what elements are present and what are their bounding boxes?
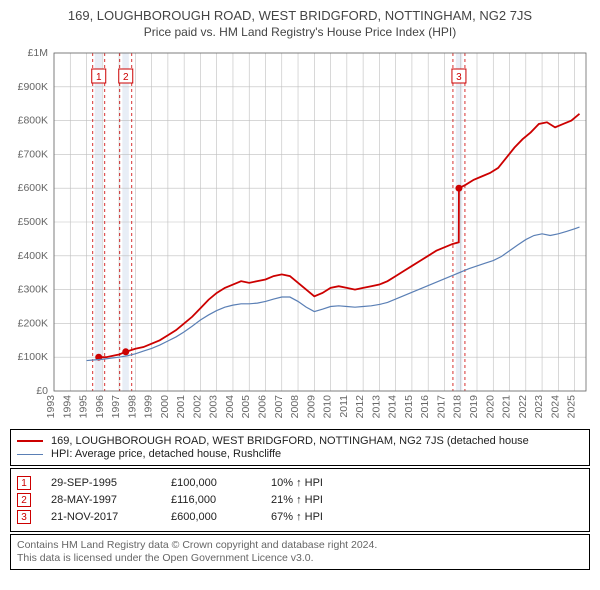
x-tick-label: 2022 [517, 395, 529, 419]
event-price: £100,000 [171, 477, 271, 489]
series-point [122, 348, 129, 355]
y-tick-label: £500K [18, 216, 48, 228]
y-tick-label: £800K [18, 115, 48, 127]
event-price: £116,000 [171, 494, 271, 506]
chart-marker-number: 1 [96, 72, 102, 83]
series-point [455, 185, 462, 192]
y-tick-label: £200K [18, 317, 48, 329]
x-tick-label: 2008 [289, 395, 301, 419]
chart-container: £0£100K£200K£300K£400K£500K£600K£700K£80… [6, 45, 594, 423]
legend-label: 169, LOUGHBOROUGH ROAD, WEST BRIDGFORD, … [51, 435, 529, 447]
price-chart: £0£100K£200K£300K£400K£500K£600K£700K£80… [6, 45, 594, 423]
x-tick-label: 2019 [468, 395, 480, 419]
x-tick-label: 2005 [240, 395, 252, 419]
x-tick-label: 2006 [256, 395, 268, 419]
event-number: 3 [17, 510, 31, 524]
y-tick-label: £300K [18, 284, 48, 296]
x-tick-label: 2009 [305, 395, 317, 419]
x-tick-label: 2025 [566, 395, 578, 419]
x-tick-label: 2011 [338, 395, 350, 418]
events-box: 1 29-SEP-1995£100,00010% ↑ HPI 2 28-MAY-199… [10, 468, 590, 532]
legend-label: HPI: Average price, detached house, Rush… [51, 448, 281, 460]
x-tick-label: 2015 [403, 395, 415, 419]
y-tick-label: £900K [18, 81, 48, 93]
legend-row: 169, LOUGHBOROUGH ROAD, WEST BRIDGFORD, … [17, 435, 583, 447]
event-number: 1 [17, 476, 31, 490]
event-pct: 67% ↑ HPI [271, 511, 391, 523]
x-tick-label: 2023 [533, 395, 545, 419]
footer-line-2: This data is licensed under the Open Gov… [17, 552, 583, 565]
event-price: £600,000 [171, 511, 271, 523]
x-tick-label: 1997 [110, 395, 122, 419]
y-tick-label: £600K [18, 182, 48, 194]
legend-swatch [17, 440, 43, 442]
y-tick-label: £400K [18, 250, 48, 262]
x-tick-label: 2012 [354, 395, 366, 419]
x-tick-label: 2003 [208, 395, 220, 419]
footer-line-1: Contains HM Land Registry data © Crown c… [17, 539, 583, 552]
legend-box: 169, LOUGHBOROUGH ROAD, WEST BRIDGFORD, … [10, 429, 590, 466]
y-tick-label: £1M [28, 47, 48, 59]
x-tick-label: 2014 [387, 395, 399, 419]
footer-box: Contains HM Land Registry data © Crown c… [10, 534, 590, 570]
x-tick-label: 2013 [370, 395, 382, 419]
x-tick-label: 2021 [501, 395, 513, 419]
x-tick-label: 2016 [419, 395, 431, 419]
y-tick-label: £100K [18, 351, 48, 363]
x-tick-label: 2024 [549, 395, 561, 419]
page-subtitle: Price paid vs. HM Land Registry's House … [6, 25, 594, 39]
x-tick-label: 1998 [126, 395, 138, 419]
x-tick-label: 2000 [159, 395, 171, 419]
x-tick-label: 1996 [94, 395, 106, 419]
event-date: 21-NOV-2017 [51, 511, 171, 523]
page-title: 169, LOUGHBOROUGH ROAD, WEST BRIDGFORD, … [6, 8, 594, 23]
x-tick-label: 2018 [452, 395, 464, 419]
legend-swatch [17, 454, 43, 455]
x-tick-label: 1993 [45, 395, 57, 419]
event-row: 1 29-SEP-1995£100,00010% ↑ HPI [17, 476, 583, 490]
x-tick-label: 1995 [78, 395, 90, 419]
legend-row: HPI: Average price, detached house, Rush… [17, 448, 583, 460]
event-pct: 10% ↑ HPI [271, 477, 391, 489]
x-tick-label: 2004 [224, 395, 236, 419]
x-tick-label: 1994 [61, 395, 73, 419]
x-tick-label: 2007 [273, 395, 285, 419]
chart-marker-number: 2 [123, 72, 129, 83]
x-tick-label: 2017 [435, 395, 447, 419]
event-pct: 21% ↑ HPI [271, 494, 391, 506]
event-number: 2 [17, 493, 31, 507]
x-tick-label: 2002 [191, 395, 203, 419]
x-tick-label: 1999 [143, 395, 155, 419]
chart-marker-number: 3 [456, 72, 462, 83]
y-tick-label: £700K [18, 148, 48, 160]
x-tick-label: 2020 [484, 395, 496, 419]
x-tick-label: 2001 [175, 395, 187, 419]
event-date: 28-MAY-1997 [51, 494, 171, 506]
event-date: 29-SEP-1995 [51, 477, 171, 489]
event-row: 3 21-NOV-2017£600,00067% ↑ HPI [17, 510, 583, 524]
x-tick-label: 2010 [322, 395, 334, 419]
event-row: 2 28-MAY-1997£116,00021% ↑ HPI [17, 493, 583, 507]
